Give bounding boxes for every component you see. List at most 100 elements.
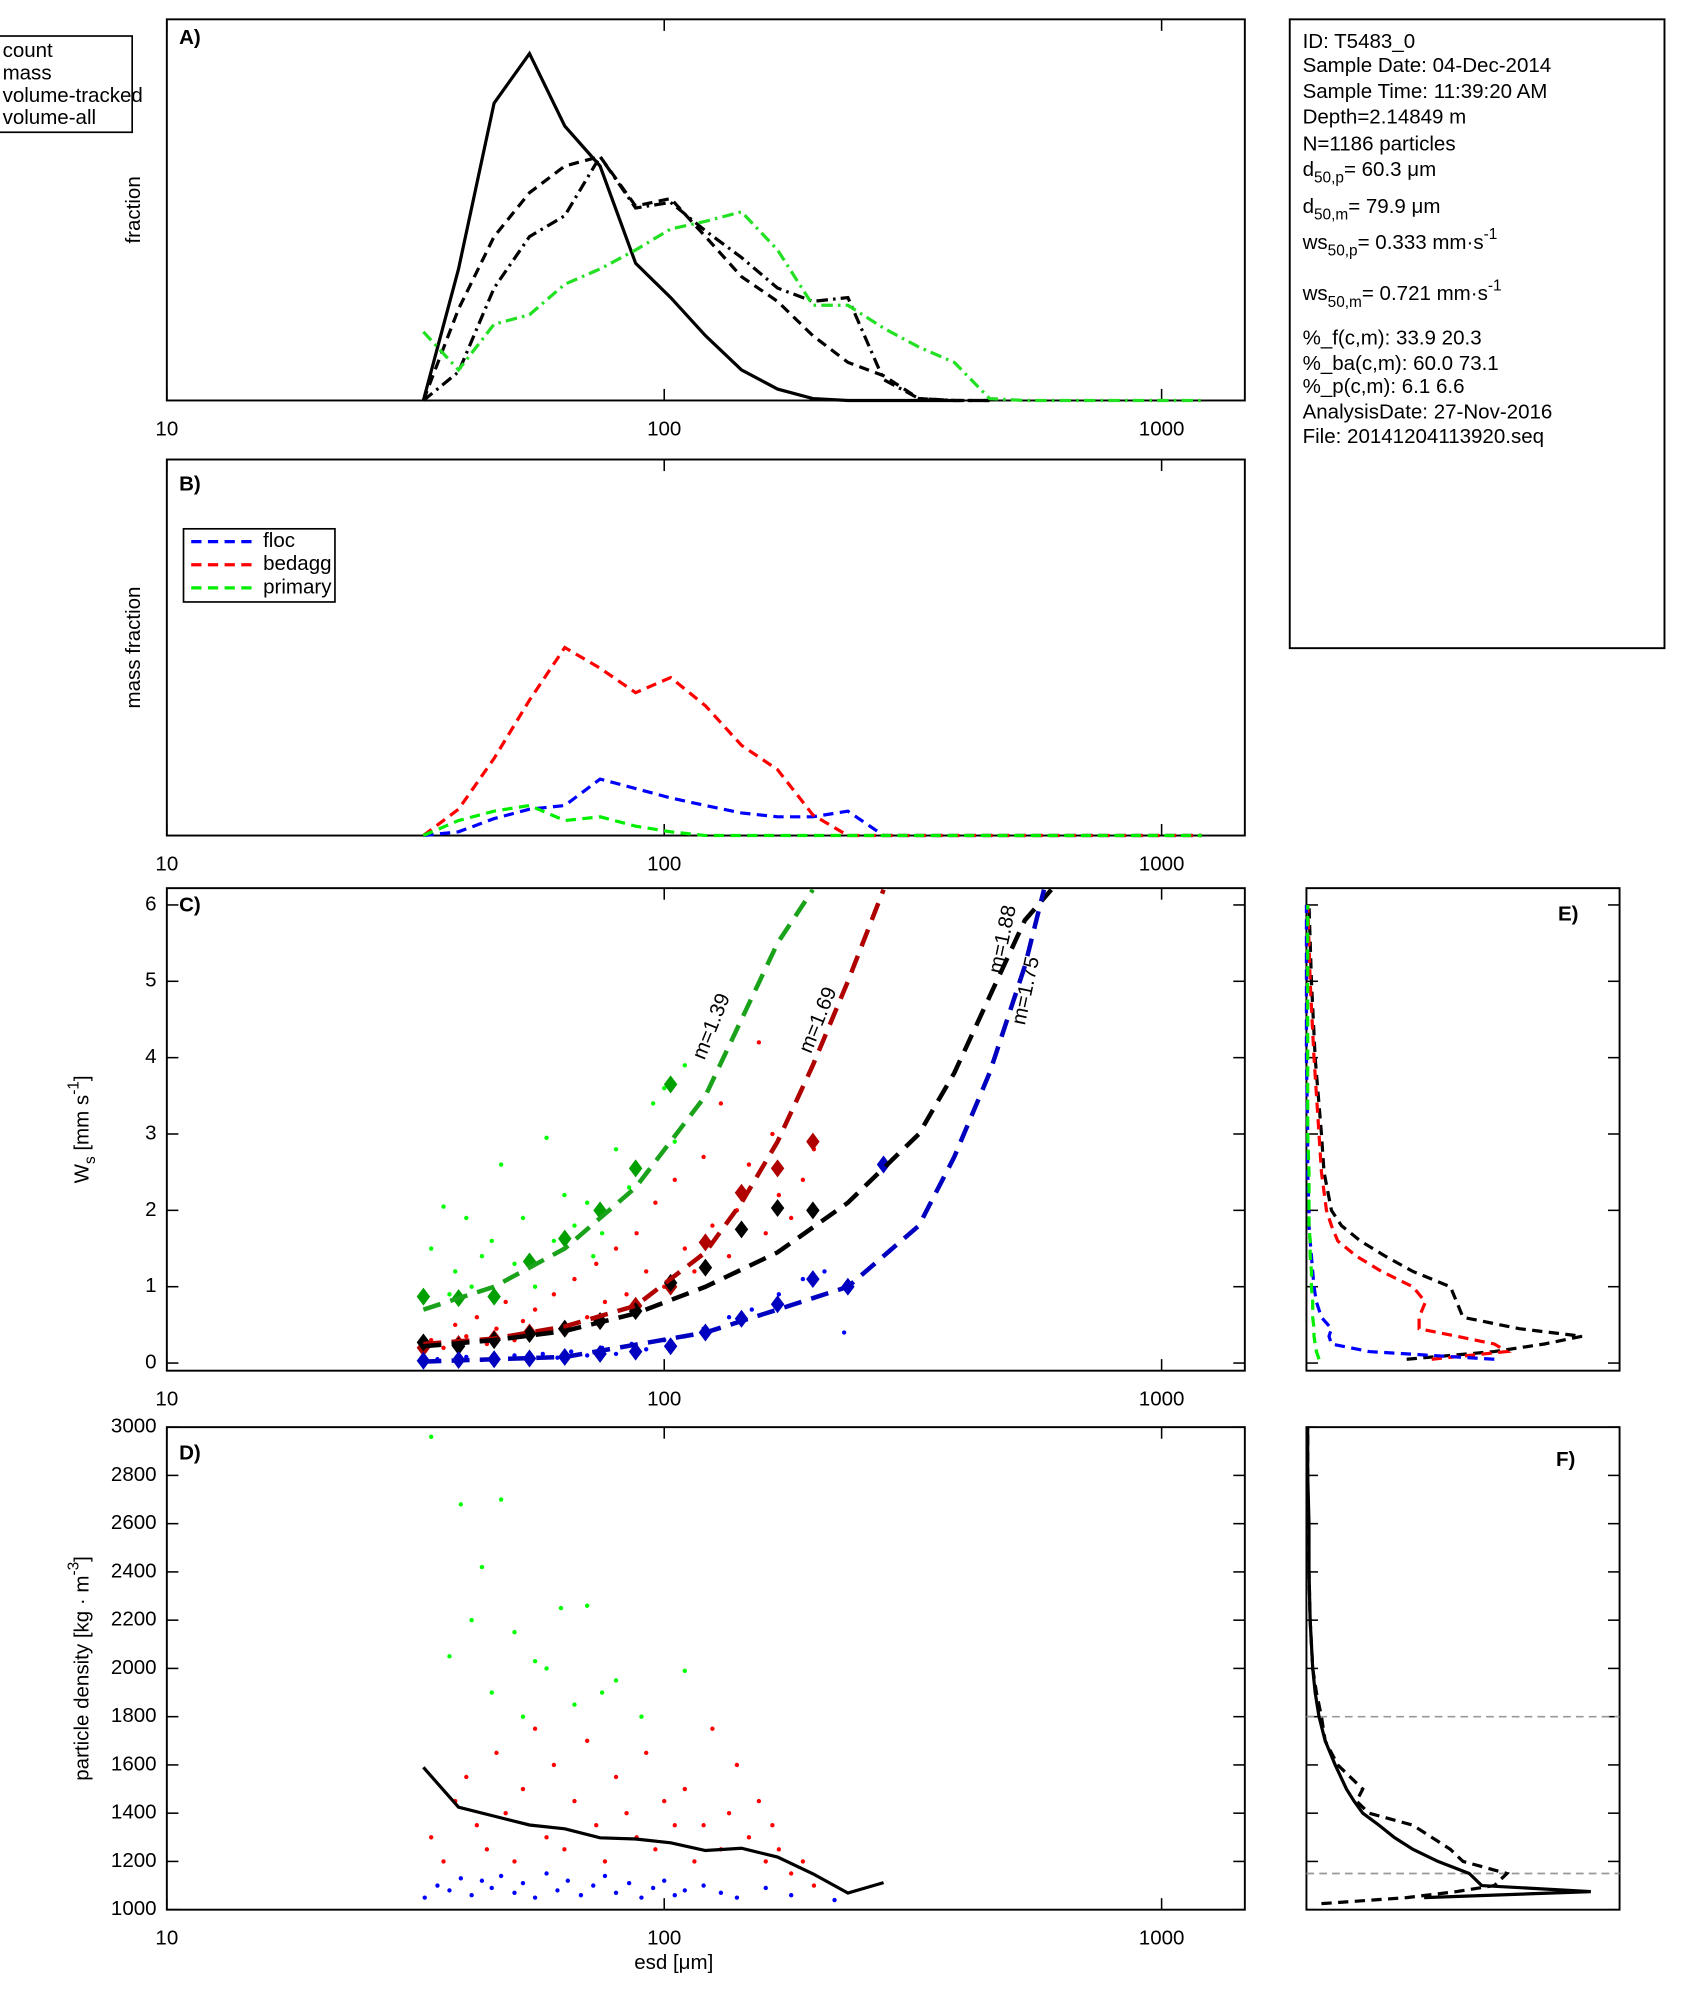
data-point: [572, 1702, 577, 1707]
data-point: [613, 1890, 619, 1895]
data-point: [776, 1847, 782, 1852]
data-point: [701, 1823, 706, 1828]
legend-label: bedagg: [263, 552, 331, 575]
data-point: [662, 1878, 667, 1883]
data-point: [682, 1246, 687, 1251]
data-point: [756, 1040, 762, 1045]
data-point: [498, 1873, 504, 1879]
profile-line: [1306, 904, 1512, 1361]
data-point: [613, 1351, 619, 1357]
data-point: [447, 1654, 452, 1659]
data-point: [776, 1292, 782, 1297]
data-point: [746, 1162, 752, 1167]
median-marker: [806, 1270, 820, 1289]
data-point: [734, 1762, 740, 1768]
y-tick-label: 2: [145, 1198, 156, 1221]
info-line: ws50,p= 0.333 mm·s-1: [1302, 226, 1498, 260]
data-point: [520, 1880, 526, 1886]
data-point: [489, 1690, 494, 1695]
data-point: [532, 1307, 538, 1312]
y-tick-label: 6: [145, 892, 156, 915]
data-point: [770, 1131, 775, 1137]
panel-label: E): [1558, 903, 1579, 926]
label-part: -3: [65, 1562, 82, 1576]
data-point: [650, 1101, 656, 1106]
data-point: [602, 1859, 608, 1864]
legend-label: count: [3, 39, 53, 62]
fit-line: [423, 889, 1047, 1364]
data-point: [503, 1299, 508, 1305]
data-point: [770, 1823, 775, 1828]
fit-line: [422, 888, 815, 1312]
plot-frame: [165, 18, 1246, 402]
data-point: [520, 1215, 526, 1221]
data-point: [626, 1185, 632, 1190]
y-tick-label: 1200: [111, 1849, 157, 1872]
info-line: %_f(c,m): 33.9 20.3: [1303, 326, 1482, 349]
data-point: [634, 1231, 639, 1236]
y-axis-label: mass fraction: [122, 587, 145, 709]
data-point: [672, 1893, 677, 1898]
legend-label: primary: [263, 575, 332, 598]
info-line: N=1186 particles: [1303, 133, 1456, 156]
data-point: [503, 1810, 508, 1816]
legend-box: [0, 35, 134, 134]
data-point: [422, 1895, 427, 1900]
data-point: [726, 1810, 732, 1816]
data-point: [599, 1231, 605, 1236]
legend-label: floc: [263, 529, 295, 552]
legend-label: volume-all: [3, 106, 97, 129]
data-point: [650, 1885, 656, 1891]
data-point: [800, 1177, 806, 1182]
data-point: [494, 1326, 499, 1331]
panel-label: C): [179, 894, 201, 917]
median-marker: [663, 1075, 678, 1094]
y-tick-label: 3: [145, 1121, 156, 1144]
y-axis-label: fraction: [122, 176, 145, 243]
plot-frame: [165, 887, 1246, 1372]
label-part: ]: [71, 1556, 94, 1562]
x-tick-label: 10: [155, 1927, 178, 1950]
median-marker: [487, 1287, 501, 1306]
fit-line: [423, 888, 1054, 1349]
data-line: [422, 210, 1202, 403]
info-box: [1288, 18, 1666, 650]
y-tick-label: 3000: [111, 1415, 157, 1438]
data-point: [599, 1690, 605, 1695]
data-point: [551, 1292, 557, 1297]
y-tick-label: 2000: [111, 1656, 157, 1679]
data-point: [800, 1276, 806, 1282]
data-point: [591, 1253, 596, 1259]
data-point: [613, 1246, 619, 1251]
y-axis-label: particle density [kg · m-3]: [65, 1556, 93, 1781]
data-point: [613, 1774, 619, 1780]
data-point: [565, 1878, 571, 1883]
median-marker: [770, 1159, 785, 1178]
data-point: [682, 1786, 687, 1792]
median-marker: [558, 1229, 572, 1248]
data-line: [422, 153, 990, 403]
data-point: [562, 1192, 567, 1198]
y-tick-label: 2600: [111, 1511, 157, 1534]
data-point: [474, 1823, 480, 1828]
label-part: 50,m: [1314, 207, 1348, 224]
label-part: ws: [1302, 231, 1328, 254]
x-tick-label: 100: [647, 1927, 681, 1950]
median-marker: [416, 1287, 431, 1306]
y-tick-label: 0: [145, 1350, 156, 1373]
label-part: -1: [65, 1081, 82, 1095]
data-point: [532, 1726, 538, 1731]
label-part: d: [1303, 158, 1314, 181]
data-point: [644, 1347, 649, 1352]
info-line: Sample Date: 04-Dec-2014: [1303, 54, 1552, 77]
data-point: [555, 1888, 560, 1893]
data-point: [841, 1330, 847, 1335]
data-point: [464, 1334, 469, 1339]
y-tick-label: 1600: [111, 1752, 157, 1775]
data-point: [776, 1192, 782, 1198]
data-point: [789, 1215, 794, 1221]
info-line: ws50,m= 0.721 mm·s-1: [1302, 277, 1502, 311]
label-part: 50,p: [1314, 170, 1344, 187]
